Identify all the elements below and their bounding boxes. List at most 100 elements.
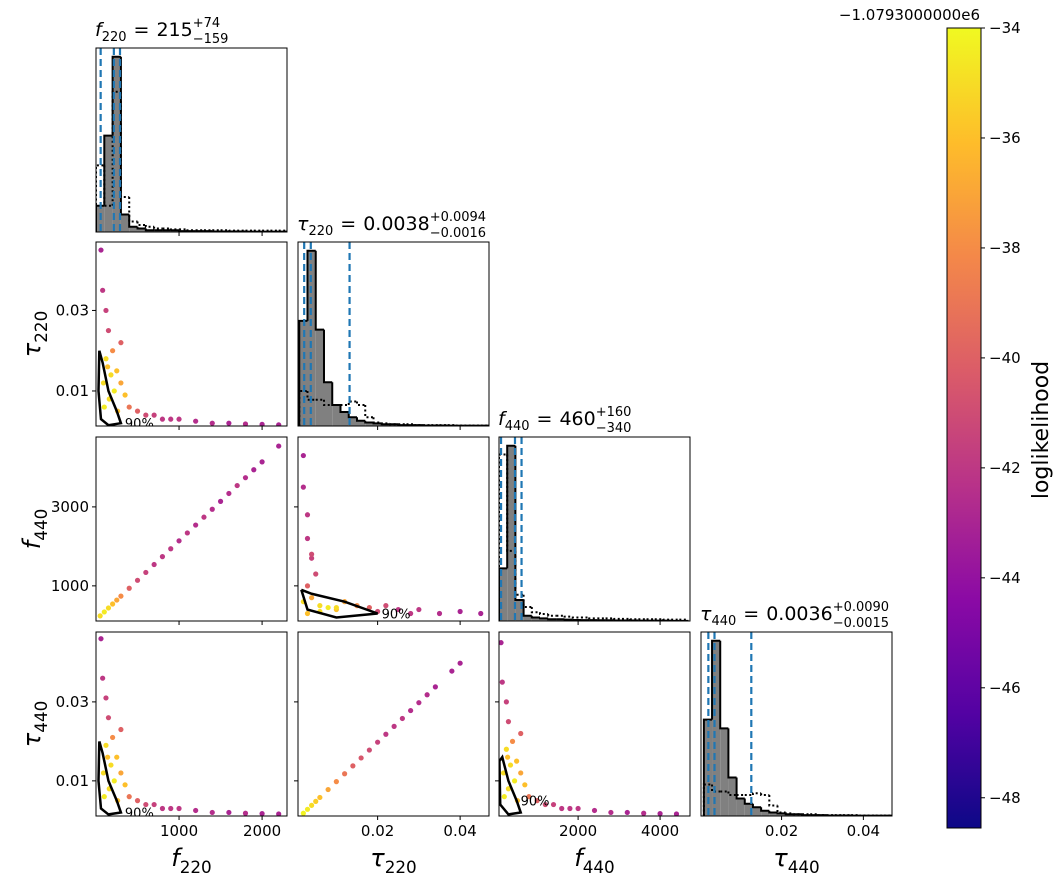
hist-bar bbox=[356, 420, 366, 426]
posterior-hist-step bbox=[514, 445, 524, 601]
prior-hist-step bbox=[119, 91, 130, 198]
sample-point bbox=[100, 287, 106, 293]
title-upper: +0.0094 bbox=[430, 210, 486, 225]
hist-bar bbox=[712, 640, 721, 816]
posterior-hist-step bbox=[136, 226, 146, 230]
sample-point bbox=[673, 811, 680, 816]
panel-title: τ220 = 0.0038+0.0094 −0.0016 bbox=[297, 210, 486, 241]
hist-bar bbox=[523, 615, 532, 621]
sample-point bbox=[559, 805, 565, 812]
prior-hist-step bbox=[727, 791, 737, 796]
sample-point bbox=[105, 605, 112, 611]
sample-point bbox=[226, 809, 232, 816]
sample-point bbox=[151, 801, 157, 808]
sample-point bbox=[193, 418, 199, 424]
prior-hist-step bbox=[538, 612, 549, 615]
sample-point bbox=[304, 806, 311, 812]
posterior-hist-step bbox=[538, 617, 549, 620]
posterior-hist-step bbox=[355, 417, 366, 422]
sample-point bbox=[333, 779, 339, 785]
axis-label: τ440 bbox=[18, 701, 51, 747]
posterior-hist-step bbox=[499, 567, 508, 621]
x-tick-label: 0.04 bbox=[443, 822, 476, 840]
sample-point bbox=[126, 794, 132, 800]
axis-label: f440 bbox=[18, 509, 51, 549]
sample-point bbox=[118, 593, 124, 599]
axis-label-symbol: τ bbox=[370, 844, 385, 872]
sample-point bbox=[242, 421, 249, 426]
x-tick-label: 1000 bbox=[160, 822, 198, 840]
posterior-hist-step bbox=[522, 599, 532, 617]
sample-point bbox=[259, 421, 265, 426]
prior-hist-step bbox=[751, 792, 762, 795]
prior-hist-step bbox=[103, 165, 113, 207]
sample-point bbox=[168, 805, 174, 812]
posterior-hist-step bbox=[727, 728, 737, 779]
sample-point bbox=[309, 802, 315, 808]
hist-bar bbox=[365, 422, 374, 426]
hist-bar bbox=[539, 618, 549, 621]
sample-point bbox=[176, 538, 182, 544]
sample-point bbox=[624, 809, 630, 816]
sample-point bbox=[304, 610, 311, 617]
sample-point bbox=[436, 610, 443, 617]
prior-hist-step bbox=[588, 617, 598, 620]
sample-point bbox=[159, 416, 166, 422]
sample-point bbox=[101, 794, 107, 800]
sample-point bbox=[98, 636, 104, 642]
sample-point bbox=[514, 758, 520, 764]
hist-bar bbox=[299, 320, 308, 426]
prior-hist-step bbox=[306, 390, 316, 401]
panel-content bbox=[97, 443, 282, 619]
sample-point bbox=[657, 811, 663, 816]
axis-label-subscript: 440 bbox=[788, 857, 820, 877]
colorbar-tick-label: −38 bbox=[989, 239, 1021, 257]
axis-label-symbol: τ bbox=[18, 342, 46, 357]
hist-bar bbox=[761, 810, 770, 816]
sample-point bbox=[511, 778, 518, 784]
title-median: 0.0038 bbox=[363, 213, 429, 235]
sample-point bbox=[100, 675, 106, 681]
prior-hist-step bbox=[347, 400, 357, 405]
y-tick-label: 0.03 bbox=[56, 301, 89, 319]
posterior-hist-step bbox=[314, 250, 324, 331]
sample-point bbox=[259, 459, 265, 465]
sample-point bbox=[457, 608, 463, 615]
sample-point bbox=[499, 679, 505, 685]
title-upper: +160 bbox=[596, 405, 632, 420]
prior-hist-step bbox=[144, 224, 155, 228]
sample-point bbox=[522, 782, 528, 788]
sample-point bbox=[526, 794, 532, 800]
hist-bar bbox=[744, 803, 753, 816]
sample-point bbox=[509, 738, 516, 744]
sample-point bbox=[317, 603, 323, 609]
sample-point bbox=[503, 699, 509, 705]
title-median: 215 bbox=[156, 19, 192, 41]
sample-point bbox=[300, 810, 306, 816]
sample-point bbox=[276, 422, 282, 426]
hist-bar bbox=[348, 417, 357, 426]
sample-point bbox=[103, 356, 109, 362]
posterior-hist-step bbox=[776, 812, 786, 815]
panel-title: f440 = 460+160 −340 bbox=[498, 405, 631, 436]
x-tick-label: 4000 bbox=[641, 822, 679, 840]
panel-content: 90% bbox=[300, 452, 484, 622]
title-median: 460 bbox=[559, 408, 595, 430]
sample-point bbox=[424, 692, 430, 698]
posterior-hist-step bbox=[719, 640, 729, 730]
hist-bar bbox=[129, 226, 138, 232]
hist-bar bbox=[315, 329, 324, 426]
colorbar-tick-label: −46 bbox=[989, 679, 1021, 697]
sample-point bbox=[505, 719, 512, 725]
sample-point bbox=[416, 606, 422, 613]
sample-point bbox=[143, 412, 149, 418]
contour-label: 90% bbox=[382, 607, 411, 622]
title-subscript: 220 bbox=[102, 30, 127, 45]
panel-frame bbox=[297, 241, 490, 427]
contour-label: 90% bbox=[125, 806, 154, 821]
sample-point bbox=[317, 794, 323, 801]
sample-point bbox=[176, 805, 182, 812]
sample-point bbox=[105, 364, 111, 370]
sample-point bbox=[114, 597, 120, 603]
colorbar-label: loglikelihood bbox=[1029, 361, 1054, 499]
